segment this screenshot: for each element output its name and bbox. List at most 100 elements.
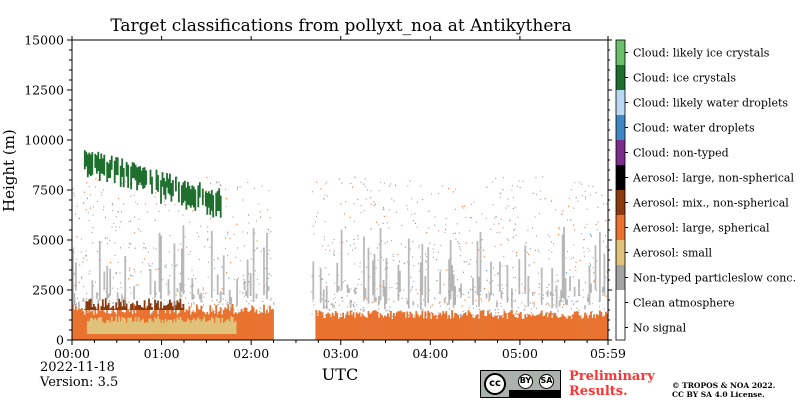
region-mark — [572, 314, 574, 340]
region-mark — [594, 318, 597, 340]
speckle-mark — [571, 315, 573, 317]
speckle-mark — [533, 305, 535, 307]
region-3 — [83, 298, 185, 310]
region-mark — [98, 159, 101, 181]
region-mark — [454, 312, 456, 340]
speckle-mark — [342, 300, 344, 302]
region-mark — [251, 305, 253, 340]
region-mark — [442, 311, 445, 340]
legend-swatch — [616, 115, 625, 140]
speckle-mark — [483, 256, 485, 258]
speckle-mark — [385, 310, 387, 312]
region-mark — [133, 321, 135, 334]
speckle-mark — [242, 199, 244, 201]
speckle-mark — [325, 183, 327, 185]
speckle-mark — [588, 249, 590, 252]
speckle-mark — [495, 312, 497, 314]
speckle-mark — [554, 312, 556, 315]
region-mark — [493, 317, 495, 340]
speckle-mark — [364, 178, 366, 180]
region-mark — [124, 256, 127, 307]
speckle-mark — [449, 308, 450, 310]
speckle-mark — [473, 315, 475, 317]
region-mark — [98, 241, 101, 301]
region-mark — [79, 308, 82, 340]
speckle-mark — [217, 257, 218, 259]
speckle-mark — [535, 176, 537, 179]
speckle-mark — [501, 284, 503, 286]
region-mark — [445, 311, 448, 340]
region-mark — [536, 315, 539, 340]
speckle-mark — [76, 297, 78, 299]
speckle-mark — [322, 312, 324, 314]
region-mark — [406, 300, 409, 305]
region-mark — [327, 312, 330, 340]
region-mark — [373, 254, 376, 303]
speckle-mark — [544, 198, 546, 200]
speckle-mark — [590, 233, 592, 235]
speckle-mark — [130, 220, 131, 222]
region-mark — [551, 317, 554, 340]
region-mark — [189, 189, 192, 208]
legend-swatch — [616, 65, 625, 90]
region-mark — [160, 235, 162, 300]
region-mark — [331, 303, 334, 308]
speckle-mark — [422, 199, 424, 201]
region-mark — [179, 316, 182, 334]
speckle-mark — [248, 303, 250, 305]
speckle-mark — [389, 287, 391, 289]
speckle-mark — [225, 237, 226, 239]
speckle-mark — [329, 309, 331, 311]
speckle-mark — [233, 279, 235, 281]
region-mark — [364, 317, 367, 340]
speckle-mark — [215, 181, 217, 183]
speckle-mark — [203, 292, 205, 294]
speckle-mark — [206, 177, 208, 179]
speckle-mark — [414, 213, 416, 215]
region-mark — [161, 172, 164, 187]
region-mark — [218, 318, 221, 334]
speckle-mark — [105, 297, 107, 299]
speckle-mark — [210, 217, 211, 219]
region-mark — [533, 315, 536, 340]
speckle-mark — [155, 192, 157, 194]
speckle-mark — [373, 205, 375, 207]
speckle-mark — [253, 187, 255, 190]
speckle-mark — [500, 192, 502, 194]
region-mark — [203, 316, 206, 334]
region-mark — [154, 317, 156, 334]
legend-label: Aerosol: large, spherical — [632, 222, 770, 235]
speckle-mark — [138, 218, 140, 220]
speckle-mark — [270, 231, 272, 233]
speckle-mark — [243, 279, 245, 281]
region-mark — [133, 162, 135, 179]
region-mark — [470, 314, 473, 340]
speckle-mark — [128, 221, 130, 223]
speckle-mark — [327, 245, 329, 247]
region-mark — [176, 288, 179, 293]
speckle-mark — [113, 302, 115, 304]
speckle-mark — [117, 211, 119, 213]
speckle-mark — [425, 253, 426, 255]
speckle-mark — [437, 312, 439, 314]
speckle-mark — [469, 288, 471, 291]
speckle-mark — [151, 303, 153, 305]
region-mark — [382, 280, 385, 297]
speckle-mark — [410, 276, 412, 278]
speckle-mark — [497, 312, 499, 314]
speckle-mark — [538, 251, 540, 253]
region-mark — [424, 311, 427, 340]
speckle-mark — [396, 211, 398, 213]
speckle-mark — [129, 242, 131, 244]
speckle-mark — [178, 283, 180, 285]
region-mark — [134, 305, 137, 310]
speckle-mark — [497, 272, 499, 274]
region-mark — [92, 319, 95, 334]
speckle-mark — [499, 192, 501, 194]
region-mark — [425, 318, 428, 340]
region-mark — [216, 190, 219, 211]
speckle-mark — [542, 176, 544, 178]
region-mark — [406, 311, 409, 340]
speckle-mark — [500, 302, 502, 304]
speckle-mark — [598, 300, 600, 302]
